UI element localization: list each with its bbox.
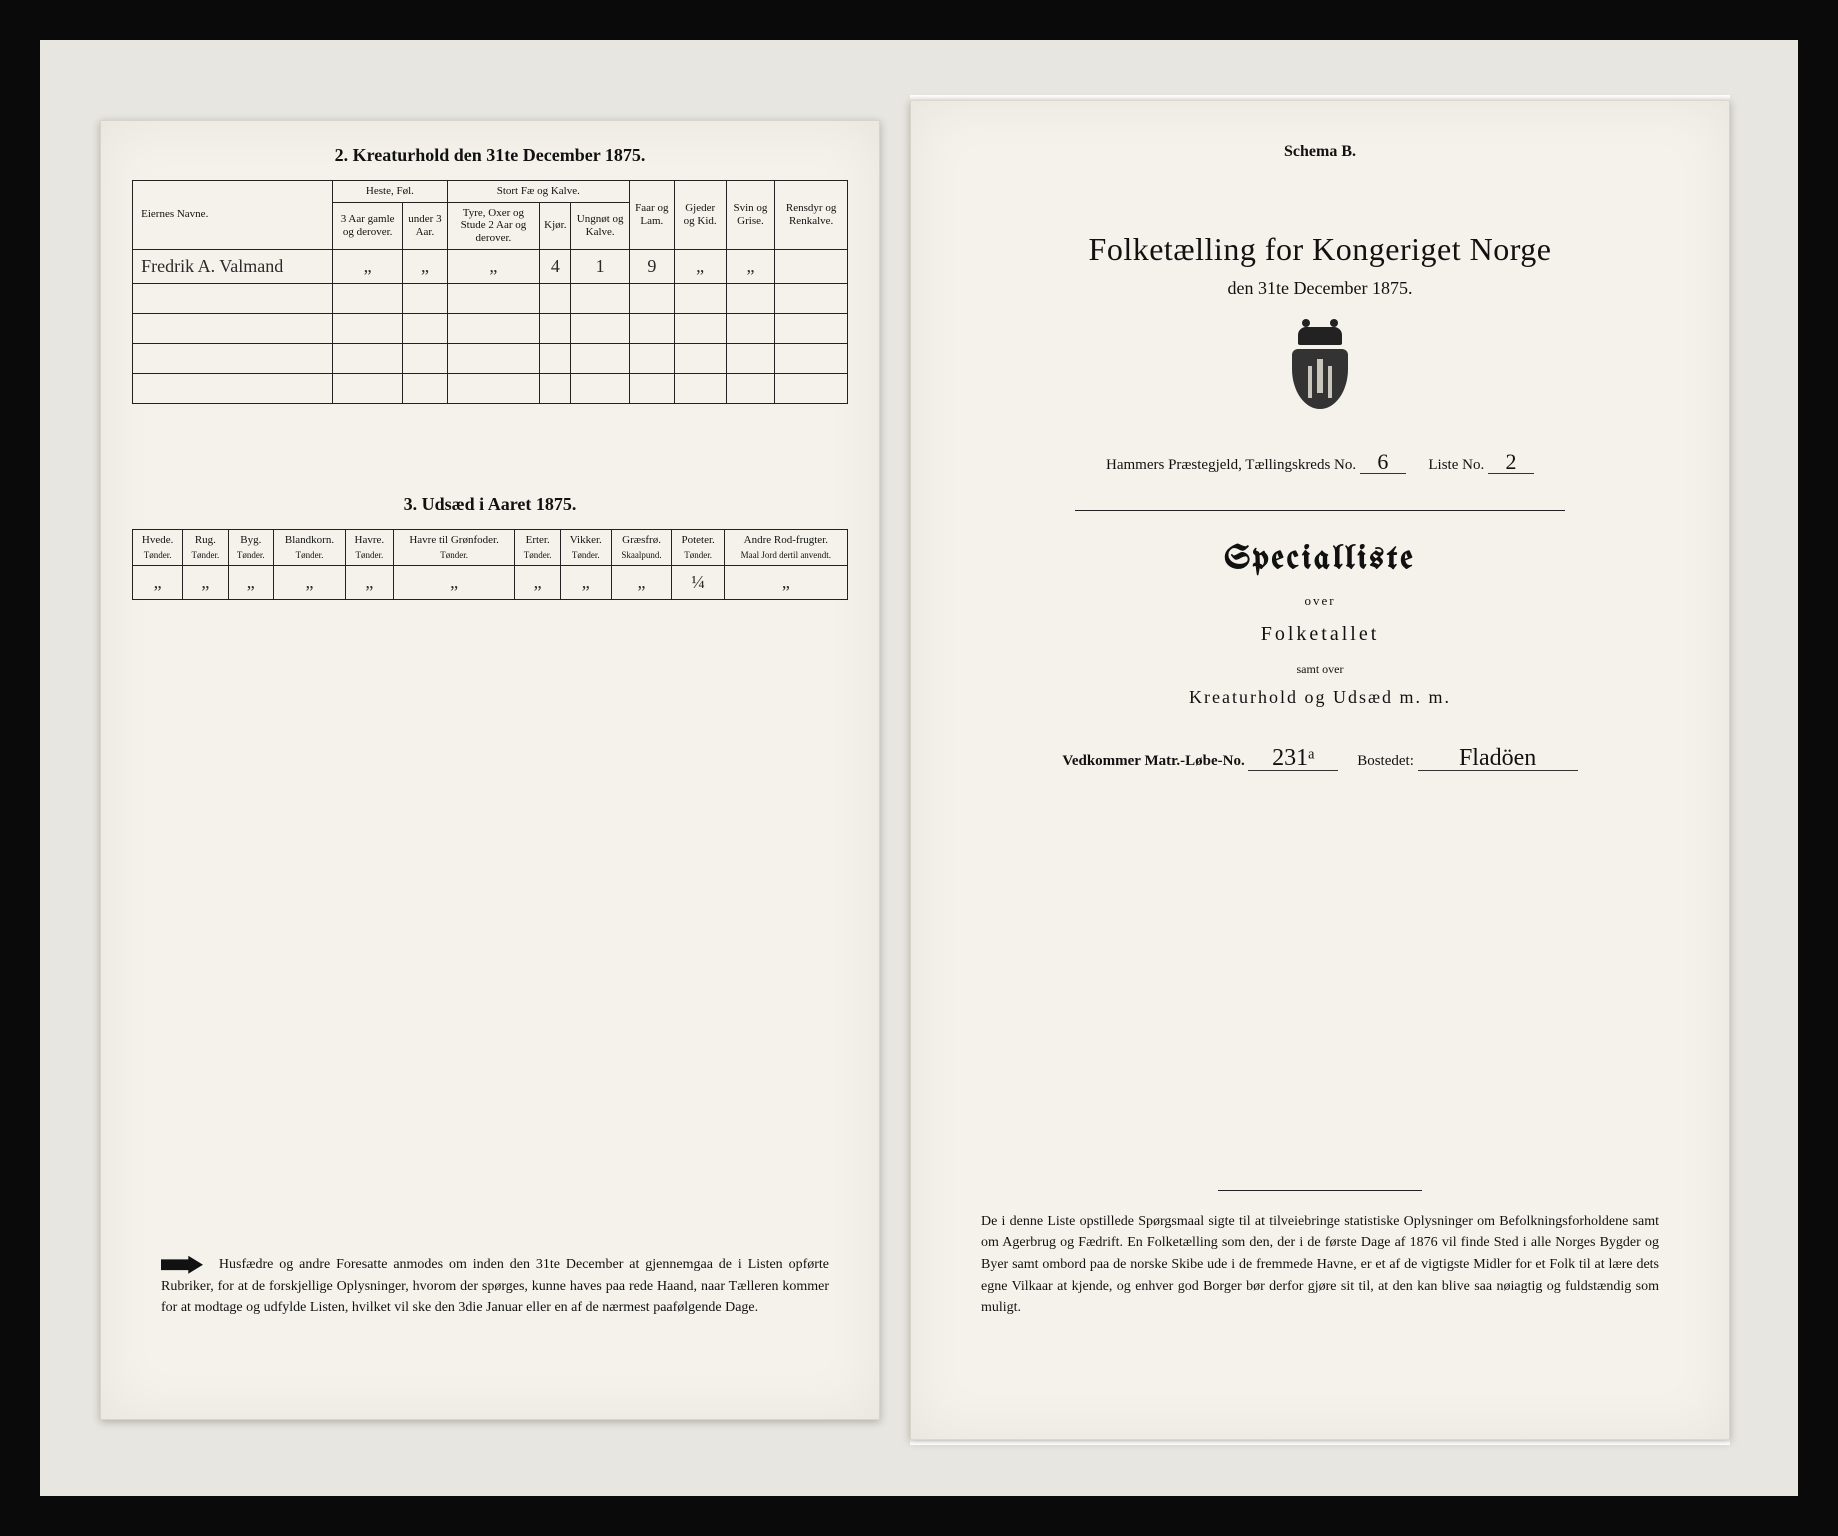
- left-footnote: Husfædre og andre Foresatte anmodes om i…: [161, 1254, 829, 1319]
- right-footnote-text: De i denne Liste opstillede Spørgsmaal s…: [981, 1214, 1659, 1316]
- matr-line: Vedkommer Matr.-Løbe-No. 231ᵃ Bostedet: …: [911, 746, 1729, 771]
- c: Hvede.Tønder.: [133, 529, 183, 565]
- cell: „: [447, 249, 539, 283]
- grp-horses: Heste, Føl.: [333, 181, 448, 203]
- grp-sheep: Faar og Lam.: [629, 181, 674, 250]
- cell: 1: [571, 249, 629, 283]
- cell: 4: [540, 249, 571, 283]
- grp-cattle: Stort Fæ og Kalve.: [447, 181, 629, 203]
- grp-reindeer: Rensdyr og Renkalve.: [775, 181, 848, 250]
- schema-label: Schema B.: [911, 143, 1729, 161]
- scan-frame: 2. Kreaturhold den 31te December 1875. E…: [40, 40, 1798, 1496]
- matr-no: 231ᵃ: [1248, 746, 1338, 771]
- grp-goats: Gjeder og Kid.: [674, 181, 726, 250]
- specialliste: Specialliste: [911, 541, 1729, 577]
- col-c1: Tyre, Oxer og Stude 2 Aar og derover.: [447, 202, 539, 249]
- table-row: Fredrik A. Valmand „ „ „ 4 1 9 „ „: [133, 249, 848, 283]
- c: Andre Rod-frugter.Maal Jord dertil anven…: [724, 529, 847, 565]
- c: Havre til Grønfoder.Tønder.: [393, 529, 515, 565]
- cell: „: [133, 565, 183, 599]
- cell: „: [345, 565, 393, 599]
- parish-line: Hammers Præstegjeld, Tællingskreds No. 6…: [911, 451, 1729, 474]
- c: Havre.Tønder.: [345, 529, 393, 565]
- liste-label: Liste No.: [1428, 457, 1484, 473]
- c: Blandkorn.Tønder.: [274, 529, 346, 565]
- cell: „: [403, 249, 448, 283]
- seed-table: Hvede.Tønder. Rug.Tønder. Byg.Tønder. Bl…: [132, 529, 848, 600]
- c: Byg.Tønder.: [228, 529, 273, 565]
- bosted-label: Bostedet:: [1357, 753, 1414, 769]
- cell: 9: [629, 249, 674, 283]
- col-c2: Kjør.: [540, 202, 571, 249]
- table-row: „ „ „ „ „ „ „ „ „ ¼ „: [133, 565, 848, 599]
- bosted: Fladöen: [1418, 746, 1578, 771]
- cell: „: [274, 565, 346, 599]
- cell: ¼: [672, 565, 724, 599]
- grp-pigs: Svin og Grise.: [726, 181, 775, 250]
- c: Vikker.Tønder.: [560, 529, 611, 565]
- cell: [775, 249, 848, 283]
- left-page: 2. Kreaturhold den 31te December 1875. E…: [100, 120, 880, 1420]
- cell: „: [726, 249, 775, 283]
- kreaturhold: Kreaturhold og Udsæd m. m.: [911, 687, 1729, 708]
- right-page: Schema B. Folketælling for Kongeriget No…: [910, 100, 1730, 1440]
- cell: „: [724, 565, 847, 599]
- section2-title: 2. Kreaturhold den 31te December 1875.: [101, 145, 879, 166]
- census-title: Folketælling for Kongeriget Norge: [911, 231, 1729, 268]
- cell: „: [674, 249, 726, 283]
- right-footnote: De i denne Liste opstillede Spørgsmaal s…: [981, 1190, 1659, 1319]
- cell: „: [393, 565, 515, 599]
- section3-title: 3. Udsæd i Aaret 1875.: [101, 494, 879, 515]
- kreds-no: 6: [1360, 451, 1406, 474]
- table-row: [133, 373, 848, 403]
- over-label: over: [911, 593, 1729, 609]
- cell: „: [560, 565, 611, 599]
- table-row: [133, 283, 848, 313]
- c: Poteter.Tønder.: [672, 529, 724, 565]
- c: Erter.Tønder.: [515, 529, 560, 565]
- pointer-icon: [161, 1256, 203, 1274]
- col-c3: Ungnøt og Kalve.: [571, 202, 629, 249]
- coat-of-arms-icon: [1285, 327, 1355, 417]
- census-subtitle: den 31te December 1875.: [911, 278, 1729, 299]
- cell: „: [611, 565, 672, 599]
- cell: „: [183, 565, 228, 599]
- c: Græsfrø.Skaalpund.: [611, 529, 672, 565]
- folketallet: Folketallet: [911, 623, 1729, 646]
- left-footnote-text: Husfædre og andre Foresatte anmodes om i…: [161, 1257, 829, 1315]
- matr-label: Vedkommer Matr.-Løbe-No.: [1062, 753, 1244, 769]
- c: Rug.Tønder.: [183, 529, 228, 565]
- livestock-table: Eiernes Navne. Heste, Føl. Stort Fæ og K…: [132, 180, 848, 404]
- cell: „: [515, 565, 560, 599]
- parish-label: Hammers Præstegjeld, Tællingskreds No.: [1106, 457, 1356, 473]
- cell: „: [333, 249, 403, 283]
- col-h1: 3 Aar gamle og derover.: [333, 202, 403, 249]
- col-h2: under 3 Aar.: [403, 202, 448, 249]
- cell: „: [228, 565, 273, 599]
- cell-owner: Fredrik A. Valmand: [133, 249, 333, 283]
- table-row: [133, 343, 848, 373]
- divider: [1218, 1190, 1421, 1191]
- col-owner: Eiernes Navne.: [133, 181, 333, 250]
- liste-no: 2: [1488, 451, 1534, 474]
- divider: [1075, 510, 1566, 511]
- table-row: [133, 313, 848, 343]
- samt-over: samt over: [911, 662, 1729, 677]
